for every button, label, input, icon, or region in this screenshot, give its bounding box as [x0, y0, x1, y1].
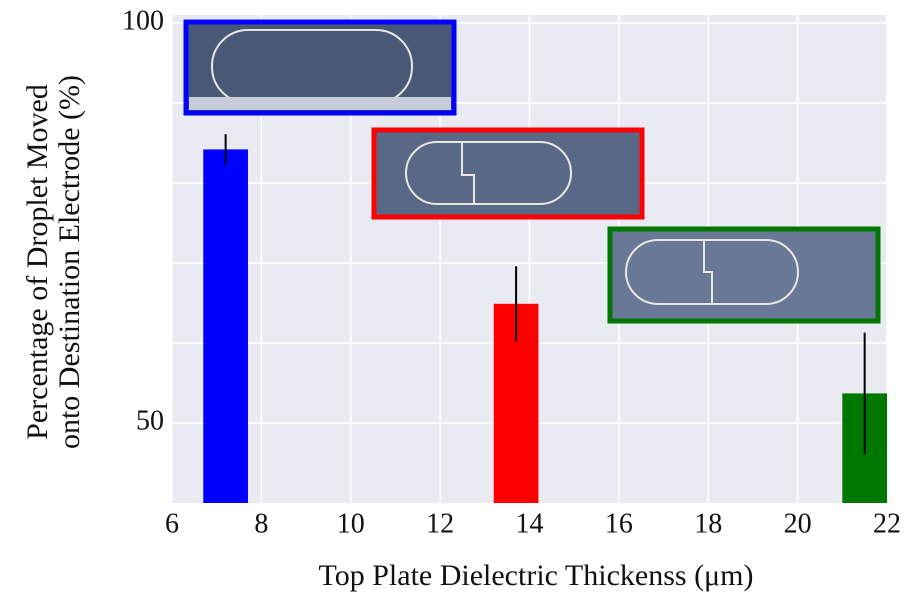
x-tick-label: 8 [254, 508, 268, 539]
x-tick-label: 16 [605, 508, 633, 539]
x-tick-label: 22 [873, 508, 901, 539]
x-tick-label: 18 [694, 508, 722, 539]
y-tick-label: 100 [122, 5, 164, 36]
chart: Top Plate Dielectric Thickenss (μm) Perc… [0, 0, 913, 604]
inset-photo-blue [186, 22, 454, 113]
y-axis-label: Percentage of Droplet Moved [21, 84, 54, 440]
y-tick-label: 50 [136, 405, 164, 436]
x-tick-label: 14 [516, 508, 544, 539]
x-tick-label: 10 [337, 508, 365, 539]
x-axis-label: Top Plate Dielectric Thickenss (μm) [319, 559, 754, 592]
x-tick-label: 20 [784, 508, 812, 539]
inset-photo-green [610, 229, 878, 321]
inset-photo-red [374, 130, 642, 217]
y-axis-label: onto Destination Electrode (%) [53, 75, 86, 449]
x-tick-label: 6 [165, 508, 179, 539]
x-tick-label: 12 [426, 508, 454, 539]
bar [203, 149, 248, 503]
page: Top Plate Dielectric Thickenss (μm) Perc… [0, 0, 913, 604]
